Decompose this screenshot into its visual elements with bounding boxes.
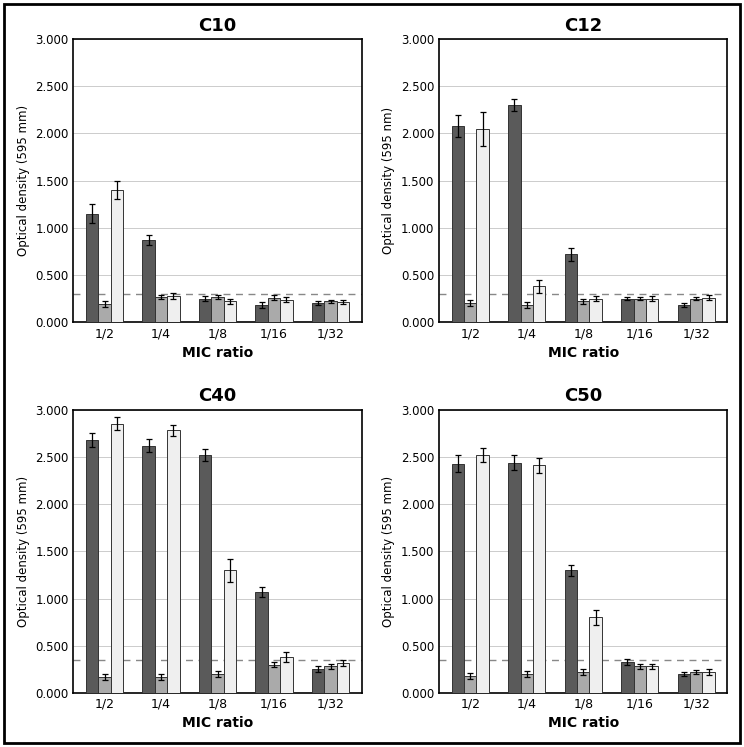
Bar [255,592,268,693]
Bar [621,662,634,693]
Bar [167,296,179,322]
Bar [312,669,324,693]
Bar [280,300,292,322]
Bar [86,440,98,693]
Bar [690,299,702,322]
Bar [508,462,521,693]
Bar [646,299,658,322]
Bar [98,304,111,322]
Bar [111,424,124,693]
Bar [476,128,489,322]
Bar [702,297,715,322]
Bar [255,306,268,322]
Bar [452,464,464,693]
Bar [167,430,179,693]
Bar [702,672,715,693]
Bar [589,299,602,322]
X-axis label: MIC ratio: MIC ratio [548,346,619,359]
Bar [268,297,280,322]
Bar [678,674,690,693]
Bar [312,303,324,322]
Bar [268,665,280,693]
Bar [211,297,224,322]
Bar [98,677,111,693]
Y-axis label: Optical density (595 nm): Optical density (595 nm) [382,107,395,254]
Bar [86,214,98,322]
Bar [565,570,577,693]
Bar [199,455,211,693]
Bar [211,674,224,693]
Bar [533,286,545,322]
Bar [577,672,589,693]
Bar [678,306,690,322]
Bar [337,663,349,693]
Bar [521,674,533,693]
Bar [521,306,533,322]
Bar [111,190,124,322]
Title: C40: C40 [199,388,237,406]
Y-axis label: Optical density (595 mm): Optical density (595 mm) [382,476,395,627]
Bar [337,303,349,322]
Bar [634,299,646,322]
Bar [224,570,236,693]
Bar [589,618,602,693]
Bar [565,254,577,322]
Bar [324,666,337,693]
X-axis label: MIC ratio: MIC ratio [182,716,253,731]
X-axis label: MIC ratio: MIC ratio [182,346,253,359]
Title: C50: C50 [564,388,603,406]
Bar [508,105,521,322]
Title: C12: C12 [564,16,603,34]
Bar [155,297,167,322]
Bar [533,465,545,693]
Y-axis label: Optical density (595 mm): Optical density (595 mm) [16,476,30,627]
Bar [690,672,702,693]
X-axis label: MIC ratio: MIC ratio [548,716,619,731]
Bar [476,455,489,693]
Bar [634,666,646,693]
Bar [224,302,236,322]
Bar [324,302,337,322]
Bar [464,676,476,693]
Y-axis label: Optical density (595 mm): Optical density (595 mm) [16,105,30,256]
Title: C10: C10 [199,16,237,34]
Bar [142,240,155,322]
Bar [155,677,167,693]
Bar [646,666,658,693]
Bar [464,303,476,322]
Bar [280,657,292,693]
Bar [577,302,589,322]
Bar [199,299,211,322]
Bar [621,299,634,322]
Bar [452,125,464,322]
Bar [142,446,155,693]
